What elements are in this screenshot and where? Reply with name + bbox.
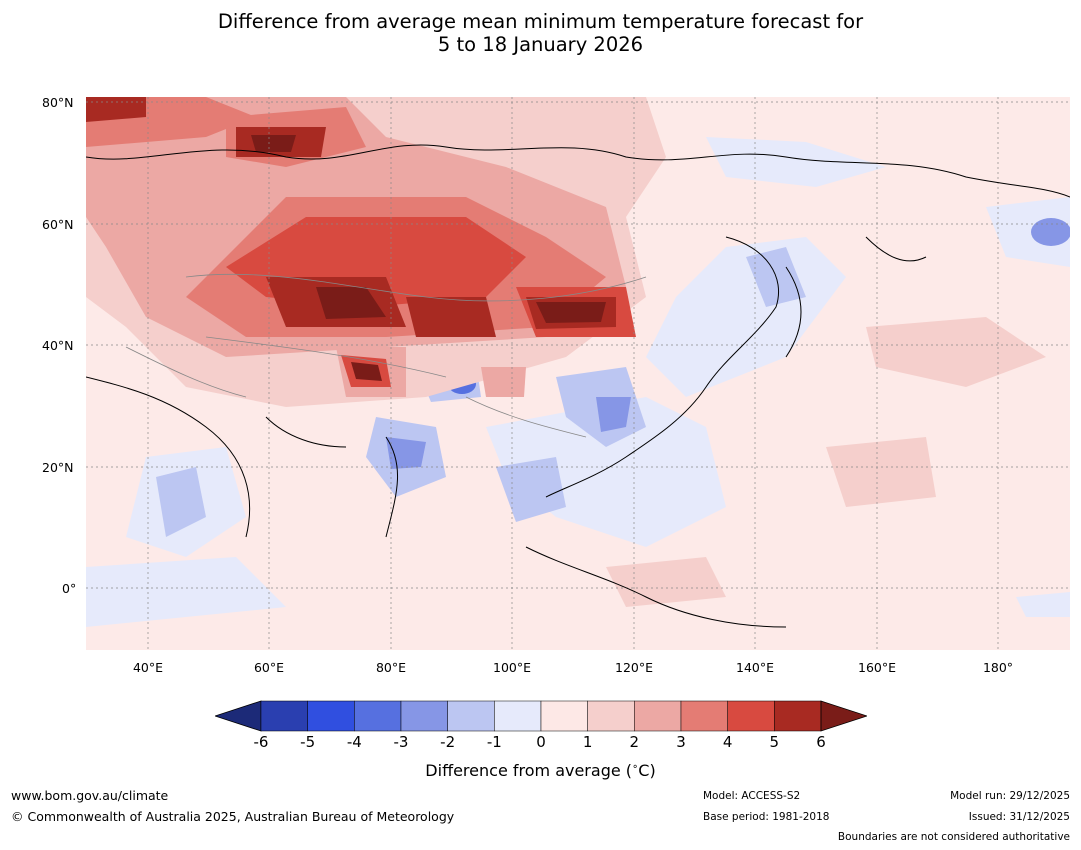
colorbar-segment: [587, 700, 635, 732]
colorbar-extend-high: [820, 700, 867, 732]
lon-label-160e: 160°E: [857, 660, 897, 675]
colorbar-tick: 3: [676, 733, 686, 751]
lon-label-60e: 60°E: [253, 660, 285, 675]
lat-label-80n: 80°N: [42, 95, 74, 110]
colorbar-tick: -3: [393, 733, 409, 751]
lon-label-120e: 120°E: [614, 660, 654, 675]
lat-label-60n: 60°N: [42, 217, 74, 232]
colorbar-segment: [307, 700, 355, 732]
map-title: Difference from average mean minimum tem…: [0, 10, 1081, 56]
model-run-text: Model run: 29/12/2025: [950, 790, 1070, 802]
colorbar-segment: [774, 700, 822, 732]
colorbar-extend-low: [215, 700, 262, 732]
disclaimer-text: Boundaries are not considered authoritat…: [837, 831, 1070, 843]
colorbar-segment: [260, 700, 308, 732]
website-link[interactable]: www.bom.gov.au/climate: [11, 788, 169, 803]
degree-symbol: ∘: [632, 761, 639, 773]
colorbar-segment: [354, 700, 402, 732]
colorbar-tick: 6: [816, 733, 826, 751]
colorbar-label: Difference from average (∘C): [425, 761, 656, 780]
base-period-text: Base period: 1981-2018: [703, 811, 830, 823]
lat-label-40n: 40°N: [42, 338, 74, 353]
colorbar-tick: -4: [346, 733, 362, 751]
forecast-map: [86, 97, 1070, 650]
colorbar-segment: [540, 700, 588, 732]
lon-label-140e: 140°E: [735, 660, 775, 675]
coastlines: [86, 144, 1070, 628]
colorbar-segment: [494, 700, 542, 732]
colorbar-tick: 5: [769, 733, 780, 751]
model-text: Model: ACCESS-S2: [703, 790, 801, 802]
lon-label-40e: 40°E: [132, 660, 164, 675]
colorbar-tick: -2: [440, 733, 456, 751]
lon-label-180: 180°: [982, 660, 1014, 675]
map-graticule: [86, 97, 1070, 650]
colorbar-tick: -1: [486, 733, 502, 751]
lon-label-80e: 80°E: [375, 660, 407, 675]
issued-text: Issued: 31/12/2025: [968, 811, 1070, 823]
country-boundaries: [125, 273, 647, 438]
lat-label-20n: 20°N: [42, 460, 74, 475]
colorbar-tick: 0: [536, 733, 546, 751]
colorbar-segment: [447, 700, 495, 732]
lat-label-0: 0°: [62, 581, 77, 596]
colorbar-segment: [634, 700, 682, 732]
lon-label-100e: 100°E: [492, 660, 532, 675]
colorbar-segment: [727, 700, 775, 732]
colorbar-tick: 1: [582, 733, 593, 751]
colorbar: [215, 700, 867, 732]
colorbar-tick: -5: [300, 733, 316, 751]
colorbar-tick: -6: [253, 733, 269, 751]
colorbar-tick: 4: [722, 733, 733, 751]
copyright-text: © Commonwealth of Australia 2025, Austra…: [11, 809, 455, 824]
colorbar-segment: [400, 700, 448, 732]
colorbar-tick: 2: [629, 733, 640, 751]
warm-anomaly-shading: [86, 97, 1046, 607]
colorbar-segment: [680, 700, 728, 732]
title-line-1: Difference from average mean minimum tem…: [217, 10, 864, 33]
title-line-2: 5 to 18 January 2026: [437, 33, 644, 56]
